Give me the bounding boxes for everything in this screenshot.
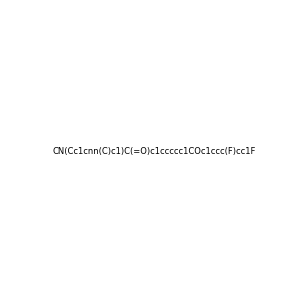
Text: CN(Cc1cnn(C)c1)C(=O)c1ccccc1COc1ccc(F)cc1F: CN(Cc1cnn(C)c1)C(=O)c1ccccc1COc1ccc(F)cc…: [52, 147, 255, 156]
